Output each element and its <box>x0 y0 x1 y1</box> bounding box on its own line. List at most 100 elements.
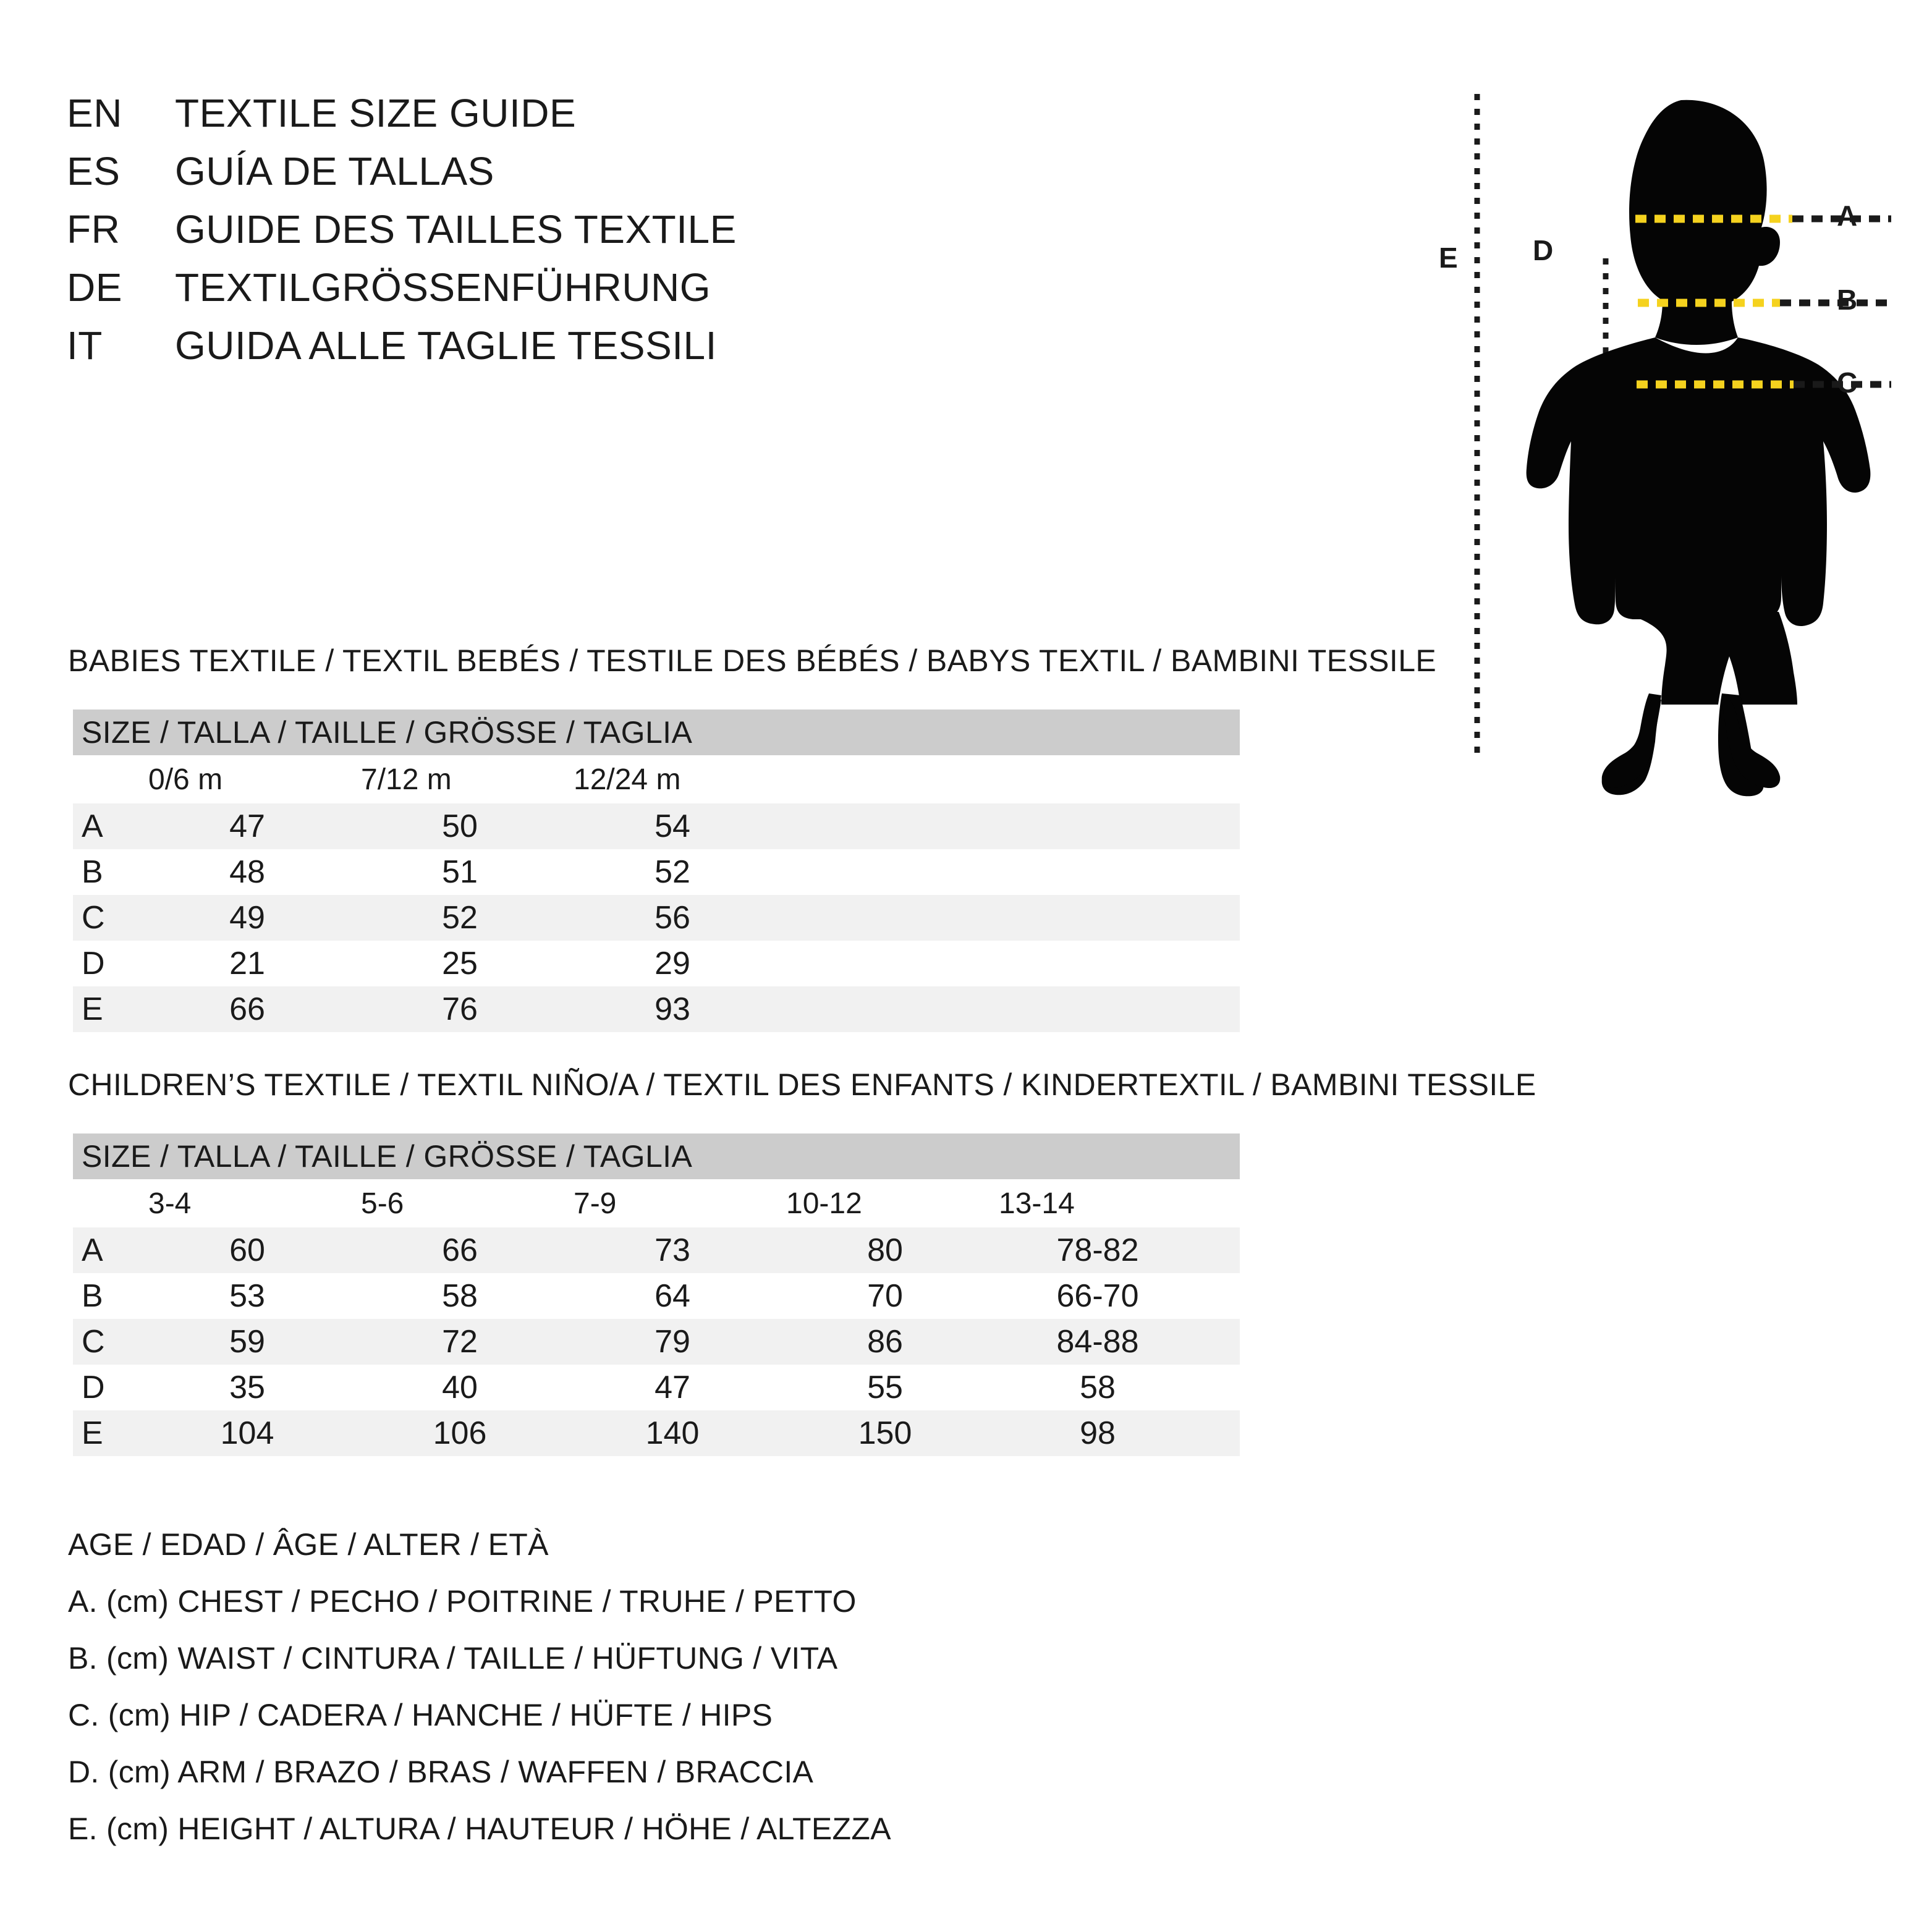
table-row: C 49 52 56 <box>73 895 1240 941</box>
table-column-header-row: 0/6 m 7/12 m 12/24 m <box>73 755 1240 803</box>
table-row: E 104 106 140 150 98 <box>73 1410 1240 1456</box>
table-cell-value: 106 <box>433 1415 487 1451</box>
table-cell-value: 86 <box>867 1324 903 1360</box>
table-cell-value: 25 <box>442 946 478 981</box>
title-language-text: TEXTILE SIZE GUIDE <box>175 91 577 135</box>
figure-label-a: A <box>1837 200 1858 232</box>
babies-size-table: SIZE / TALLA / TAILLE / GRÖSSE / TAGLIA 0… <box>73 710 1240 1032</box>
legend-row: B. (cm) WAIST / CINTURA / TAILLE / HÜFTU… <box>68 1641 838 1676</box>
table-cell-value: 29 <box>655 946 690 981</box>
table-column-header: 13-14 <box>999 1187 1075 1220</box>
table-cell-value: 54 <box>655 808 690 844</box>
table-cell-value: 140 <box>645 1415 700 1451</box>
table-row: A 47 50 54 <box>73 803 1240 849</box>
table-row: C 59 72 79 86 84-88 <box>73 1319 1240 1365</box>
table-cell-value: 35 <box>229 1370 265 1405</box>
children-section-caption: CHILDREN’S TEXTILE / TEXTIL NIÑO/A / TEX… <box>68 1067 1536 1102</box>
table-column-header: 5-6 <box>361 1187 404 1220</box>
legend-row: A. (cm) CHEST / PECHO / POITRINE / TRUHE… <box>68 1584 857 1619</box>
table-row: E 66 76 93 <box>73 986 1240 1032</box>
table-cell-value: 78-82 <box>1056 1232 1139 1268</box>
table-row: B 48 51 52 <box>73 849 1240 895</box>
table-cell-value: 93 <box>655 991 690 1027</box>
size-guide-title-block: EN TEXTILE SIZE GUIDE ES GUÍA DE TALLAS FR GU… <box>67 90 994 381</box>
table-cell-value: 40 <box>442 1370 478 1405</box>
legend-row: C. (cm) HIP / CADERA / HANCHE / HÜFTE / … <box>68 1698 773 1732</box>
table-cell-value: 52 <box>442 900 478 936</box>
table-row-label: E <box>82 991 103 1027</box>
title-language-code: IT <box>67 323 103 368</box>
table-row-label: A <box>82 808 103 844</box>
body-measurement-figure: E D A B C <box>1391 68 1897 797</box>
table-column-header: 3-4 <box>148 1187 192 1220</box>
child-silhouette-icon <box>1474 94 1891 797</box>
table-column-header: 0/6 m <box>148 763 223 796</box>
legend-row: AGE / EDAD / ÂGE / ALTER / ETÀ <box>68 1527 549 1562</box>
title-row: IT GUIDA ALLE TAGLIE TESSILI <box>67 323 994 381</box>
table-cell-value: 80 <box>867 1232 903 1268</box>
figure-label-b: B <box>1837 284 1858 316</box>
table-cell-value: 64 <box>655 1278 690 1314</box>
table-row-label: C <box>82 1324 105 1360</box>
table-cell-value: 50 <box>442 808 478 844</box>
title-row: FR GUIDE DES TAILLES TEXTILE <box>67 206 994 265</box>
table-column-header: 7-9 <box>574 1187 617 1220</box>
table-cell-value: 76 <box>442 991 478 1027</box>
table-cell-value: 58 <box>1080 1370 1116 1405</box>
title-row: EN TEXTILE SIZE GUIDE <box>67 90 994 148</box>
table-cell-value: 48 <box>229 854 265 890</box>
title-language-text: TEXTILGRÖSSENFÜHRUNG <box>175 265 711 310</box>
table-cell-value: 56 <box>655 900 690 936</box>
table-cell-value: 49 <box>229 900 265 936</box>
table-cell-value: 66 <box>442 1232 478 1268</box>
title-row: ES GUÍA DE TALLAS <box>67 148 994 206</box>
table-cell-value: 66 <box>229 991 265 1027</box>
table-row: B 53 58 64 70 66-70 <box>73 1273 1240 1319</box>
title-language-code: EN <box>67 91 122 135</box>
table-column-header: 7/12 m <box>361 763 452 796</box>
title-language-code: DE <box>67 265 122 310</box>
silhouette-head <box>1629 100 1780 345</box>
table-cell-value: 51 <box>442 854 478 890</box>
table-cell-value: 55 <box>867 1370 903 1405</box>
table-row-label: D <box>82 946 105 981</box>
table-cell-value: 150 <box>858 1415 912 1451</box>
table-row-label: C <box>82 900 105 936</box>
table-row: A 60 66 73 80 78-82 <box>73 1227 1240 1273</box>
table-row-label: B <box>82 854 103 890</box>
table-cell-value: 79 <box>655 1324 690 1360</box>
silhouette-legs <box>1601 700 1781 789</box>
table-column-header-row: 3-4 5-6 7-9 10-12 13-14 <box>73 1179 1240 1227</box>
table-cell-value: 66-70 <box>1056 1278 1139 1314</box>
table-row: D 35 40 47 55 58 <box>73 1365 1240 1410</box>
figure-label-c: C <box>1837 366 1858 399</box>
table-row-label: E <box>82 1415 103 1451</box>
table-cell-value: 53 <box>229 1278 265 1314</box>
title-language-text: GUIDA ALLE TAGLIE TESSILI <box>175 323 717 368</box>
table-cell-value: 70 <box>867 1278 903 1314</box>
table-cell-value: 47 <box>655 1370 690 1405</box>
title-language-code: FR <box>67 207 121 252</box>
babies-section-caption: BABIES TEXTILE / TEXTIL BEBÉS / TESTILE … <box>68 643 1437 678</box>
table-title-bar: SIZE / TALLA / TAILLE / GRÖSSE / TAGLIA <box>73 710 1240 755</box>
table-column-header: 12/24 m <box>574 763 681 796</box>
silhouette-shorts <box>1621 612 1797 705</box>
table-column-header: 10-12 <box>786 1187 862 1220</box>
table-cell-value: 72 <box>442 1324 478 1360</box>
title-language-text: GUÍA DE TALLAS <box>175 149 494 193</box>
table-cell-value: 59 <box>229 1324 265 1360</box>
table-cell-value: 84-88 <box>1056 1324 1139 1360</box>
figure-label-d: D <box>1533 234 1554 266</box>
table-cell-value: 21 <box>229 946 265 981</box>
table-row-label: D <box>82 1370 105 1405</box>
title-language-code: ES <box>67 149 121 193</box>
silhouette-shirt <box>1526 337 1871 627</box>
table-cell-value: 58 <box>442 1278 478 1314</box>
table-title-bar: SIZE / TALLA / TAILLE / GRÖSSE / TAGLIA <box>73 1133 1240 1179</box>
table-row-label: A <box>82 1232 103 1268</box>
table-cell-value: 47 <box>229 808 265 844</box>
legend-row: E. (cm) HEIGHT / ALTURA / HAUTEUR / HÖHE… <box>68 1811 891 1846</box>
legend-row: D. (cm) ARM / BRAZO / BRAS / WAFFEN / BR… <box>68 1755 814 1789</box>
table-cell-value: 60 <box>229 1232 265 1268</box>
table-cell-value: 98 <box>1080 1415 1116 1451</box>
